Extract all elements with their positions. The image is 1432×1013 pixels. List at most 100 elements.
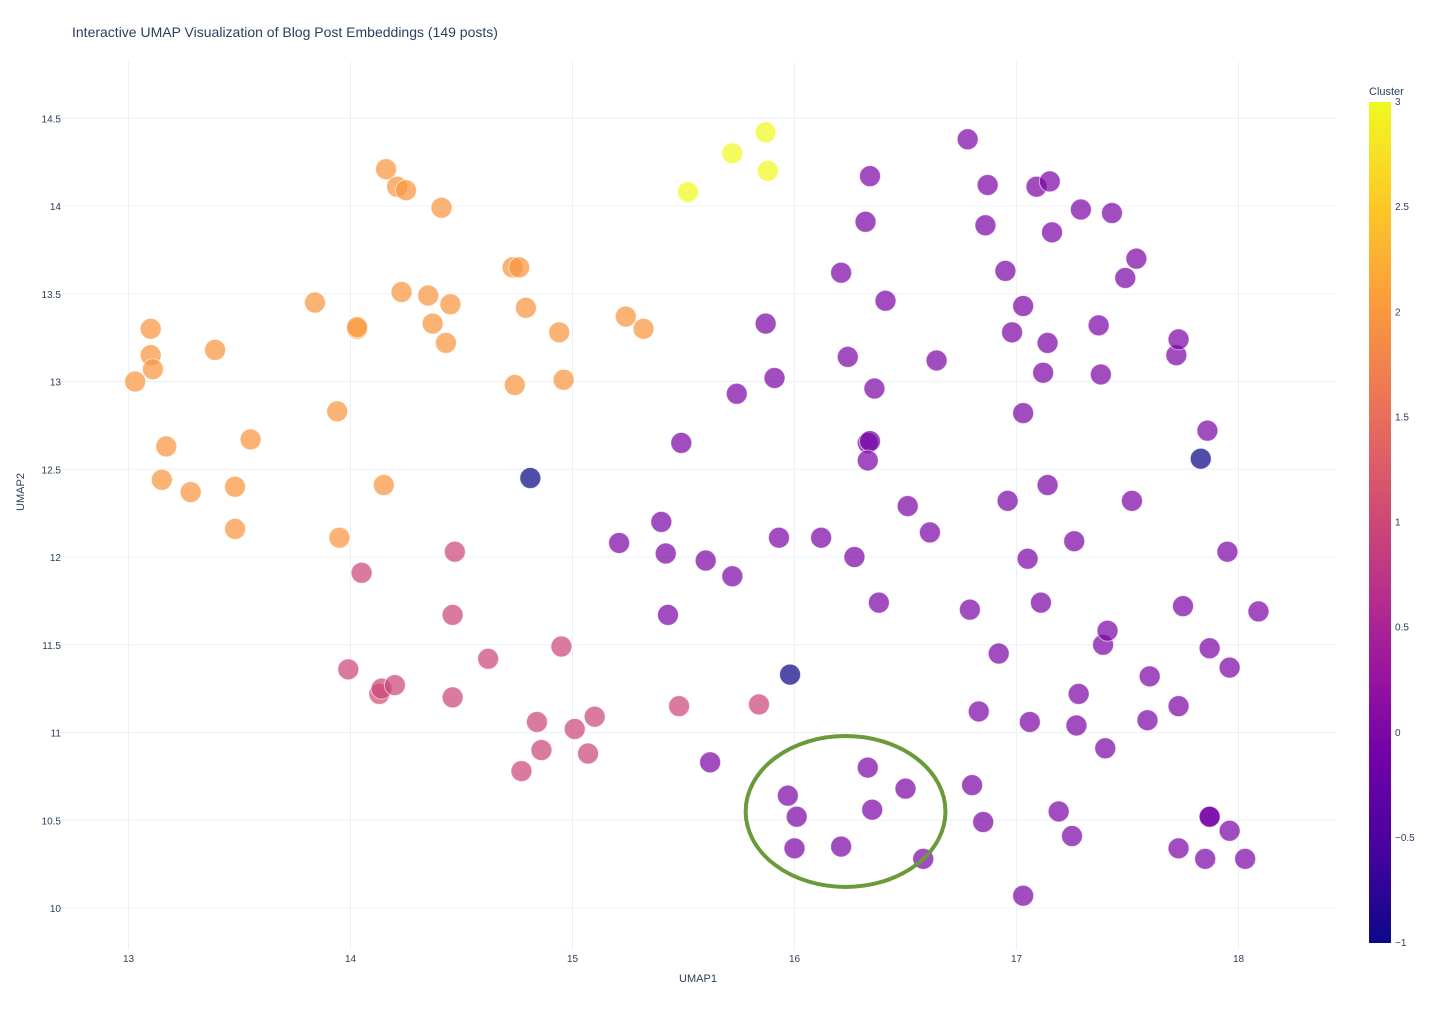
scatter-point[interactable]	[1018, 710, 1041, 733]
scatter-point[interactable]	[894, 777, 917, 800]
scatter-point[interactable]	[994, 259, 1017, 282]
scatter-point[interactable]	[510, 760, 533, 783]
scatter-point[interactable]	[1189, 447, 1212, 470]
scatter-point[interactable]	[441, 686, 464, 709]
scatter-point[interactable]	[961, 774, 984, 797]
scatter-point[interactable]	[1114, 266, 1137, 289]
scatter-point[interactable]	[1198, 637, 1221, 660]
scatter-point[interactable]	[583, 705, 606, 728]
scatter-point[interactable]	[1100, 202, 1123, 225]
scatter-point[interactable]	[519, 467, 542, 490]
scatter-point[interactable]	[725, 382, 748, 405]
scatter-point[interactable]	[668, 695, 691, 718]
scatter-point[interactable]	[1065, 714, 1088, 737]
scatter-point[interactable]	[1167, 695, 1190, 718]
scatter-point[interactable]	[1041, 221, 1064, 244]
scatter-point[interactable]	[441, 603, 464, 626]
scatter-point[interactable]	[699, 751, 722, 774]
scatter-point[interactable]	[577, 742, 600, 765]
scatter-point[interactable]	[958, 598, 981, 621]
scatter-point[interactable]	[328, 526, 351, 549]
scatter-point[interactable]	[830, 835, 853, 858]
scatter-point[interactable]	[179, 481, 202, 504]
scatter-point[interactable]	[996, 489, 1019, 512]
scatter-point[interactable]	[530, 739, 553, 762]
scatter-point[interactable]	[1036, 331, 1059, 354]
scatter-point[interactable]	[150, 468, 173, 491]
scatter-point[interactable]	[867, 591, 890, 614]
scatter-point[interactable]	[656, 603, 679, 626]
scatter-point[interactable]	[776, 784, 799, 807]
scatter-point[interactable]	[754, 312, 777, 335]
scatter-point[interactable]	[967, 700, 990, 723]
scatter-point[interactable]	[858, 165, 881, 188]
scatter-point[interactable]	[1120, 489, 1143, 512]
scatter-point[interactable]	[383, 674, 406, 697]
scatter-point[interactable]	[854, 210, 877, 233]
scatter-point[interactable]	[1216, 540, 1239, 563]
scatter-point[interactable]	[395, 179, 417, 202]
scatter-point[interactable]	[747, 693, 770, 716]
scatter-point[interactable]	[375, 158, 398, 181]
scatter-point[interactable]	[337, 658, 360, 681]
scatter-point[interactable]	[1234, 847, 1257, 870]
scatter-point[interactable]	[972, 811, 995, 834]
scatter-point[interactable]	[856, 756, 879, 779]
scatter-point[interactable]	[430, 196, 453, 219]
scatter-point[interactable]	[836, 345, 859, 368]
scatter-point[interactable]	[614, 305, 637, 328]
scatter-point[interactable]	[525, 710, 548, 733]
scatter-point[interactable]	[1172, 595, 1194, 618]
scatter-point[interactable]	[204, 338, 227, 361]
scatter-point[interactable]	[1094, 737, 1117, 760]
scatter-point[interactable]	[1136, 709, 1159, 732]
scatter-point[interactable]	[552, 368, 575, 391]
scatter-point[interactable]	[1067, 682, 1090, 705]
scatter-point[interactable]	[141, 358, 164, 381]
scatter-point[interactable]	[858, 430, 881, 453]
scatter-point[interactable]	[1138, 665, 1161, 688]
scatter-point[interactable]	[843, 546, 866, 568]
scatter-point[interactable]	[508, 256, 531, 279]
scatter-point[interactable]	[1038, 170, 1061, 193]
scatter-point[interactable]	[372, 474, 395, 497]
scatter-point[interactable]	[830, 261, 853, 284]
scatter-point[interactable]	[779, 663, 802, 686]
scatter-point[interactable]	[1001, 321, 1024, 344]
scatter-point[interactable]	[1196, 419, 1219, 442]
scatter-point[interactable]	[434, 331, 457, 354]
scatter-point[interactable]	[918, 521, 941, 544]
scatter-point[interactable]	[1218, 819, 1241, 842]
scatter-point[interactable]	[1089, 363, 1112, 386]
scatter-point[interactable]	[896, 495, 919, 518]
scatter-point[interactable]	[763, 366, 786, 389]
scatter-point[interactable]	[155, 435, 178, 458]
scatter-point[interactable]	[608, 531, 631, 554]
scatter-point[interactable]	[303, 291, 326, 314]
scatter-point[interactable]	[417, 284, 440, 307]
scatter-point[interactable]	[1047, 800, 1070, 823]
scatter-point[interactable]	[756, 159, 779, 182]
scatter-point[interactable]	[1029, 591, 1052, 614]
scatter-point[interactable]	[956, 128, 979, 151]
scatter-point[interactable]	[721, 565, 744, 588]
scatter-point[interactable]	[654, 542, 677, 565]
scatter-point[interactable]	[477, 647, 500, 670]
scatter-point[interactable]	[563, 717, 586, 740]
scatter-point[interactable]	[346, 316, 369, 339]
scatter-point[interactable]	[632, 317, 655, 340]
scatter-point[interactable]	[863, 377, 886, 400]
scatter-point[interactable]	[224, 475, 247, 498]
scatter-point[interactable]	[1063, 530, 1086, 553]
scatter-point[interactable]	[987, 642, 1010, 665]
scatter-point[interactable]	[1167, 837, 1190, 860]
scatter-point[interactable]	[925, 349, 948, 372]
scatter-point[interactable]	[785, 805, 808, 828]
scatter-point[interactable]	[974, 214, 997, 237]
scatter-point[interactable]	[1247, 600, 1270, 623]
scatter-point[interactable]	[1061, 825, 1083, 848]
scatter-point[interactable]	[856, 449, 879, 472]
data-points[interactable]	[124, 121, 1270, 907]
scatter-point[interactable]	[1087, 314, 1110, 337]
